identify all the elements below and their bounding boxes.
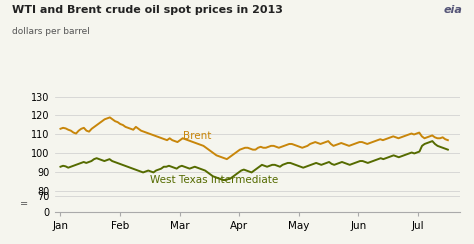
Text: eia: eia bbox=[443, 5, 462, 15]
Text: WTI and Brent crude oil spot prices in 2013: WTI and Brent crude oil spot prices in 2… bbox=[12, 5, 283, 15]
Text: Brent: Brent bbox=[182, 131, 211, 141]
Text: =: = bbox=[20, 199, 28, 209]
Text: dollars per barrel: dollars per barrel bbox=[12, 27, 90, 36]
Text: West Texas Intermediate: West Texas Intermediate bbox=[150, 175, 278, 185]
